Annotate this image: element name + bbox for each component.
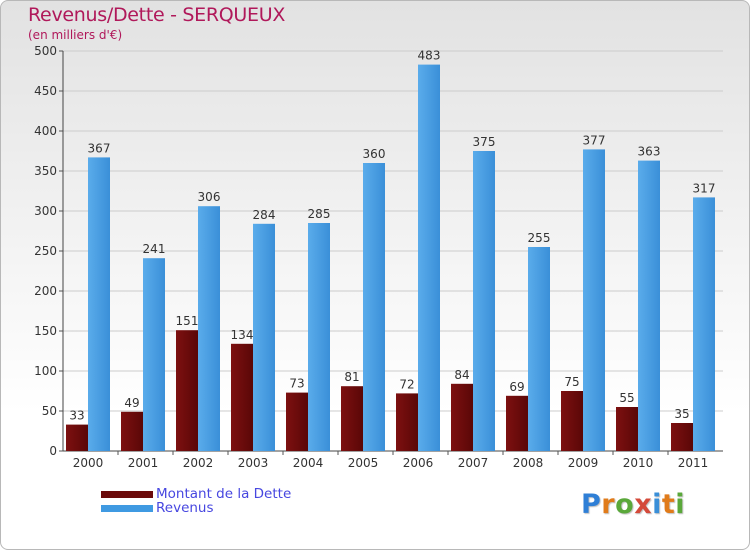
- y-tick-label: 500: [34, 44, 57, 58]
- revenue-value-label: 377: [583, 133, 606, 147]
- x-tick-label: 2007: [458, 456, 489, 470]
- debt-bar: [286, 392, 308, 451]
- x-tick-label: 2010: [623, 456, 654, 470]
- x-tick-label: 2004: [293, 456, 324, 470]
- debt-value-label: 75: [564, 375, 579, 389]
- y-tick-label: 400: [34, 124, 57, 138]
- revenue-bar: [528, 247, 550, 451]
- x-tick-label: 2005: [348, 456, 379, 470]
- debt-value-label: 33: [69, 409, 84, 423]
- legend-label-revenue: Revenus: [156, 500, 214, 516]
- y-tick-label: 450: [34, 84, 57, 98]
- y-tick-label: 0: [49, 444, 57, 458]
- grid-layer: [59, 50, 723, 455]
- logo-letter: x: [634, 489, 653, 520]
- y-tick-label: 300: [34, 204, 57, 218]
- y-tick-label: 350: [34, 164, 57, 178]
- revenue-bar: [418, 64, 440, 451]
- x-tick-label: 2008: [513, 456, 544, 470]
- debt-bar: [396, 393, 418, 451]
- debt-bar: [341, 386, 363, 451]
- proxiti-logo: Proxiti: [581, 489, 685, 520]
- revenue-value-label: 367: [88, 141, 111, 155]
- logo-letter: t: [661, 489, 676, 520]
- bars-layer: [66, 64, 715, 451]
- revenue-bar: [143, 258, 165, 451]
- revenue-bar: [253, 223, 275, 451]
- x-tick-label: 2011: [678, 456, 709, 470]
- debt-bar: [451, 383, 473, 451]
- y-tick-label: 200: [34, 284, 57, 298]
- revenue-value-label: 483: [418, 49, 441, 63]
- y-tick-label: 250: [34, 244, 57, 258]
- x-tick-label: 2001: [128, 456, 159, 470]
- debt-value-label: 49: [124, 396, 139, 410]
- chart-title: Revenus/Dette - SERQUEUX: [28, 4, 286, 26]
- debt-bar: [616, 407, 638, 451]
- revenue-bar: [308, 223, 330, 451]
- debt-value-label: 84: [454, 368, 469, 382]
- revenue-value-label: 255: [528, 231, 551, 245]
- logo-letter: P: [581, 489, 602, 520]
- legend-swatch-debt: [101, 491, 153, 498]
- revenue-bar: [363, 163, 385, 451]
- revenue-bar: [693, 197, 715, 451]
- debt-bar: [176, 330, 198, 451]
- x-tick-label: 2009: [568, 456, 599, 470]
- debt-value-label: 69: [509, 380, 524, 394]
- revenue-value-label: 284: [253, 208, 276, 222]
- revenue-bar: [583, 149, 605, 451]
- x-tick-label: 2000: [73, 456, 104, 470]
- debt-value-label: 151: [176, 314, 199, 328]
- revenue-value-label: 241: [143, 242, 166, 256]
- debt-value-label: 134: [231, 328, 254, 342]
- legend-label-debt: Montant de la Dette: [156, 486, 292, 502]
- logo-letter: i: [675, 489, 686, 520]
- revenue-bar: [473, 151, 495, 451]
- debt-value-label: 72: [399, 377, 414, 391]
- revenue-value-label: 360: [363, 147, 386, 161]
- debt-bar: [121, 411, 143, 451]
- debt-value-label: 35: [674, 407, 689, 421]
- revenue-bar: [88, 157, 110, 451]
- debt-bar: [561, 391, 583, 451]
- debt-bar: [231, 343, 253, 451]
- debt-value-label: 81: [344, 370, 359, 384]
- revenue-bar: [638, 160, 660, 451]
- y-tick-label: 50: [42, 404, 57, 418]
- logo-letter: o: [615, 489, 635, 520]
- debt-value-label: 73: [289, 377, 304, 391]
- revenue-value-label: 363: [638, 145, 661, 159]
- x-tick-label: 2006: [403, 456, 434, 470]
- y-tick-label: 150: [34, 324, 57, 338]
- debt-bar: [671, 423, 693, 451]
- chart-subtitle: (en milliers d'€): [28, 28, 123, 42]
- revenue-bar: [198, 206, 220, 451]
- legend-swatch-revenue: [101, 505, 153, 512]
- x-tick-label: 2003: [238, 456, 269, 470]
- debt-bar: [506, 395, 528, 451]
- logo-letter: i: [652, 489, 662, 520]
- revenue-value-label: 317: [693, 181, 716, 195]
- debt-bar: [66, 424, 88, 451]
- revenue-value-label: 285: [308, 207, 331, 221]
- debt-value-label: 55: [619, 391, 634, 405]
- logo-letter: r: [601, 489, 616, 520]
- labels-layer: 0 50 100 150 200 250 300 350 400 450 500 33 367 2000 4…: [34, 44, 715, 470]
- y-tick-label: 100: [34, 364, 57, 378]
- revenue-value-label: 306: [198, 190, 221, 204]
- revenue-value-label: 375: [473, 135, 496, 149]
- x-tick-label: 2002: [183, 456, 214, 470]
